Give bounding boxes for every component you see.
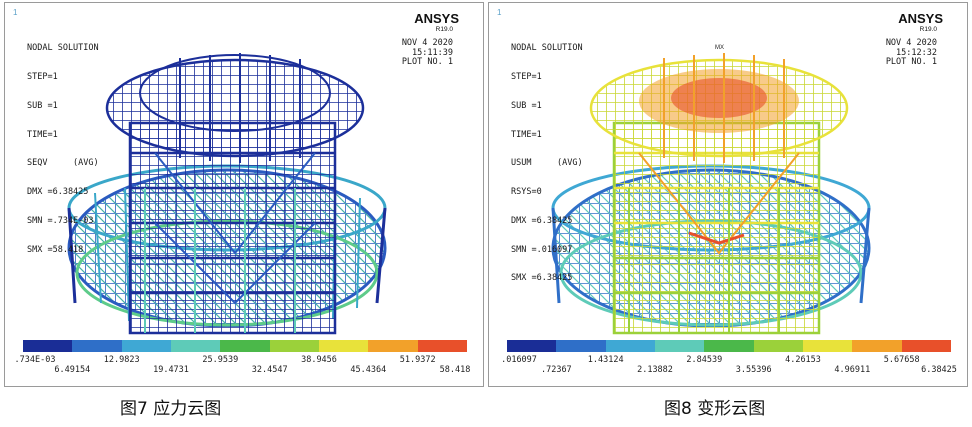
legend-tick-label: 45.4364 [350, 365, 387, 375]
plot-date: NOV 4 2020 [885, 38, 937, 48]
deformation-contour-panel: 1 MX NODAL SOLUTION STEP=1 SUB =1 TIME=1… [488, 2, 968, 387]
info-line: DMX =6.38425 [27, 187, 89, 198]
legend-swatch [556, 340, 606, 352]
figure-8-caption: 图8 变形云图 [664, 399, 766, 419]
legend-tick-label: 2.13882 [637, 365, 673, 375]
legend-swatch [605, 340, 655, 352]
plot-time: 15:11:39 [412, 47, 453, 58]
legend-swatch [704, 340, 754, 352]
plot-number: PLOT NO. 1 [885, 57, 937, 68]
legend-tick-label: .72367 [540, 365, 572, 375]
legend-tick-label: 2.84539 [686, 355, 723, 365]
legend-tick-label: 58.418 [439, 365, 471, 375]
info-line: SMX =6.38425 [511, 273, 573, 284]
legend-swatch [170, 340, 221, 352]
legend-swatch [368, 340, 418, 352]
plot-date: NOV 4 2020 [401, 38, 453, 48]
legend-tick-label: 38.9456 [301, 355, 337, 365]
release-label: R19.0 [919, 26, 937, 33]
deformation-structure-model [551, 53, 871, 335]
legend-tick-label: 3.55396 [735, 365, 772, 375]
info-line: STEP=1 [27, 71, 58, 82]
info-line: SEQV (AVG) [27, 158, 99, 169]
deformation-color-legend [507, 340, 951, 352]
info-line: USUM (AVG) [511, 158, 583, 169]
legend-swatch [121, 340, 171, 352]
legend-tick-label: 6.49154 [54, 365, 91, 375]
legend-tick-label: 5.67658 [883, 355, 920, 365]
figure-7-caption: 图7 应力云图 [120, 399, 222, 419]
legend-tick-label: 6.38425 [921, 365, 957, 375]
legend-swatch [753, 340, 803, 352]
legend-swatch [72, 340, 122, 352]
info-line: NODAL SOLUTION [27, 43, 99, 54]
info-line: DMX =6.38425 [511, 215, 573, 226]
legend-swatch [220, 340, 270, 352]
legend-tick-label: 4.96911 [834, 365, 871, 375]
legend-swatch [23, 340, 73, 352]
info-line: SUB =1 [27, 100, 58, 111]
legend-swatch [654, 340, 705, 352]
info-line: SUB =1 [511, 100, 542, 111]
info-line: SMN =.734E-03 [27, 215, 94, 226]
max-marker: MX [715, 45, 724, 51]
info-line: TIME=1 [27, 129, 58, 140]
ansys-logo: ANSYS [898, 11, 943, 26]
date-block: NOV 4 2020 15:11:39 PLOT NO. 1 [401, 38, 453, 68]
legend-swatch [269, 340, 319, 352]
stress-contour-panel: 1 NODAL SOLUTION STEP=1 SUB =1 TIME=1 SE… [4, 2, 484, 387]
legend-tick-label: 25.9539 [202, 355, 239, 365]
legend-swatch [901, 340, 951, 352]
legend-tick-label: .016097 [501, 355, 537, 365]
legend-swatch [802, 340, 853, 352]
info-line: STEP=1 [511, 71, 542, 82]
legend-tick-label: 32.4547 [251, 365, 288, 375]
date-block: NOV 4 2020 15:12:32 PLOT NO. 1 [885, 38, 937, 68]
window-number: 1 [13, 8, 18, 17]
legend-tick-label: 1.43124 [587, 355, 624, 365]
legend-tick-label: 4.26153 [785, 355, 821, 365]
info-line: TIME=1 [511, 129, 542, 140]
stress-structure-model [67, 53, 387, 335]
legend-swatch [318, 340, 369, 352]
legend-swatch [852, 340, 902, 352]
info-line: SMX =58.418 [27, 244, 84, 255]
legend-swatch [507, 340, 557, 352]
legend-tick-label: 19.4731 [153, 365, 189, 375]
info-line: NODAL SOLUTION [511, 43, 583, 54]
stress-color-legend [23, 340, 467, 352]
solution-info: NODAL SOLUTION STEP=1 SUB =1 TIME=1 SEQV… [27, 25, 99, 274]
info-line: RSYS=0 [511, 187, 542, 198]
plot-number: PLOT NO. 1 [401, 57, 453, 68]
ansys-logo: ANSYS [414, 11, 459, 26]
release-label: R19.0 [435, 26, 453, 33]
info-line: SMN =.016097 [511, 244, 573, 255]
legend-tick-label: 12.9823 [103, 355, 140, 365]
plot-time: 15:12:32 [896, 47, 937, 58]
window-number: 1 [497, 8, 502, 17]
legend-tick-label: .734E-03 [14, 355, 56, 365]
solution-info: NODAL SOLUTION STEP=1 SUB =1 TIME=1 USUM… [511, 25, 583, 303]
legend-swatch [417, 340, 467, 352]
legend-tick-label: 51.9372 [399, 355, 436, 365]
